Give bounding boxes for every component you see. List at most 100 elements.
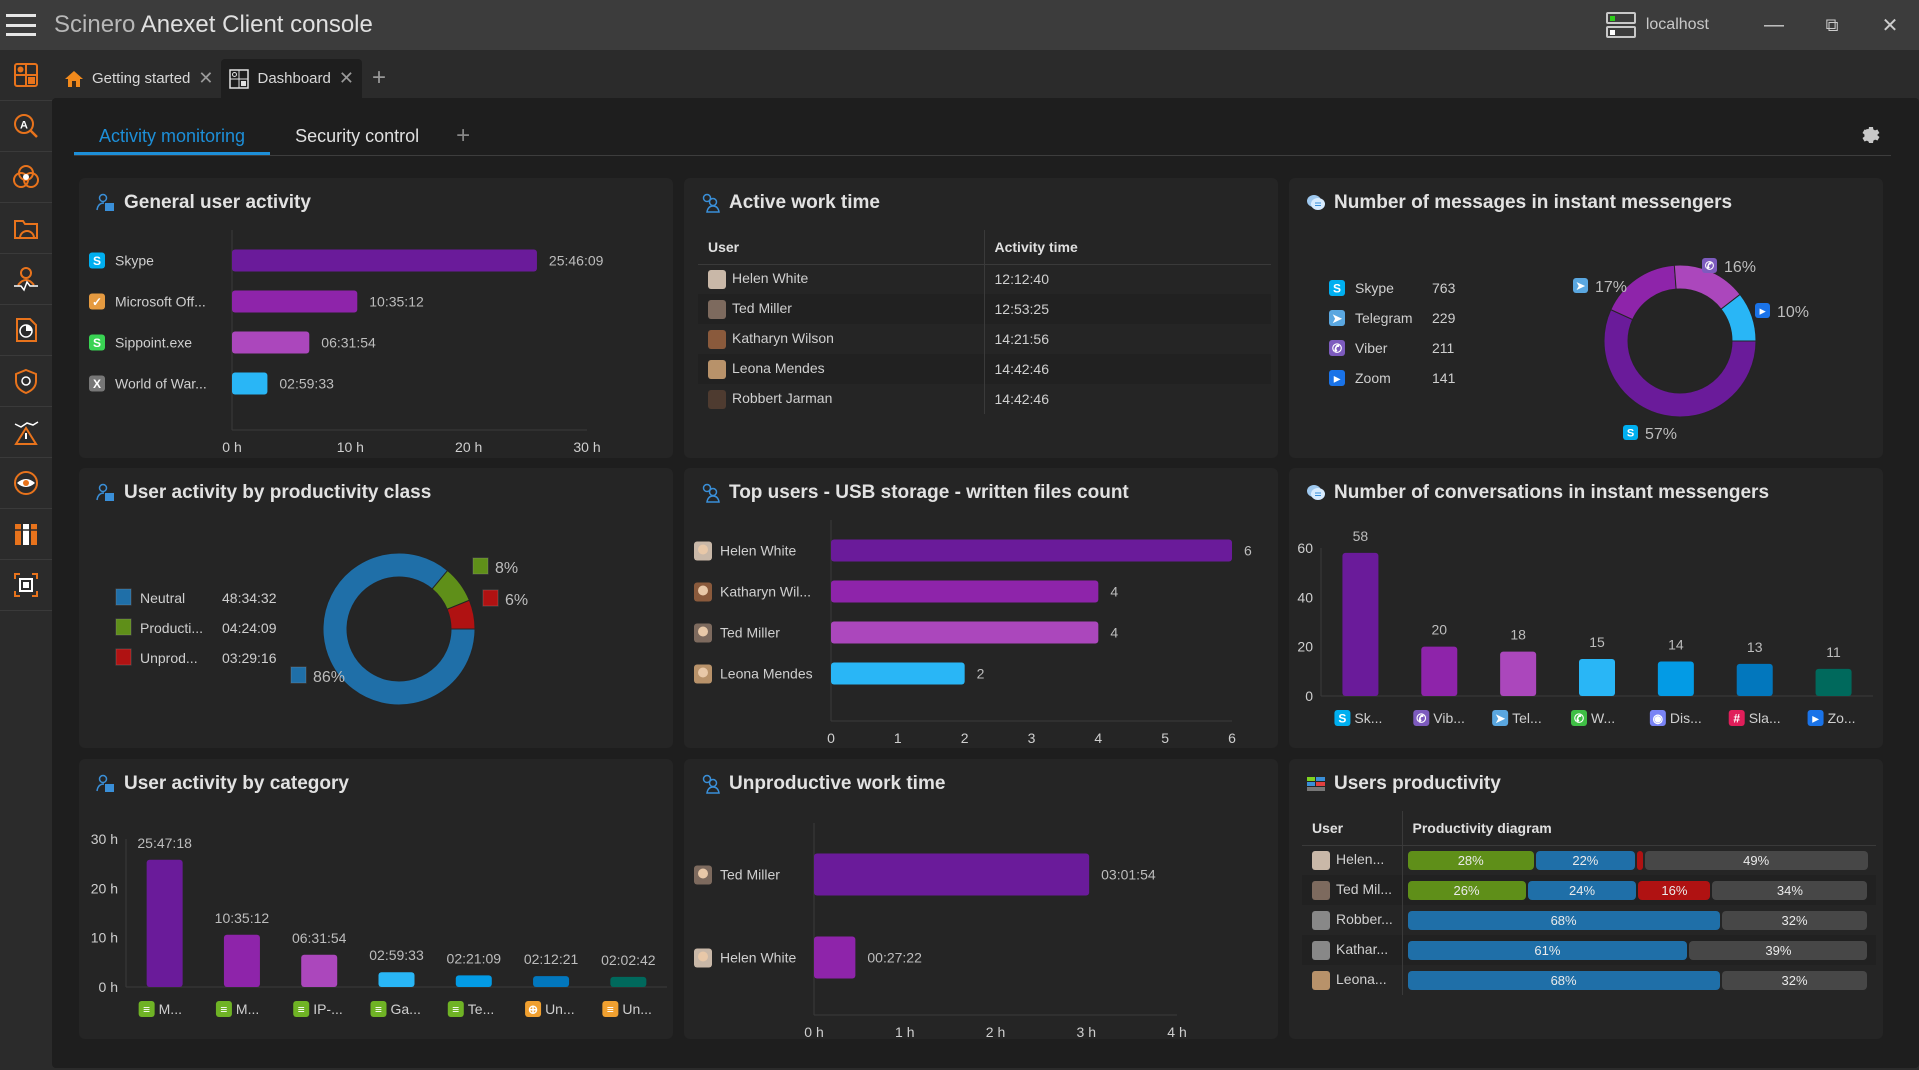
user-name: Kathar...	[1336, 940, 1389, 957]
tab-activity-monitoring[interactable]: Activity monitoring	[74, 126, 271, 155]
x-tick-label: 3 h	[1077, 1024, 1096, 1039]
y-tick-label: 0 h	[99, 979, 118, 995]
telegram-icon: ➤	[1573, 278, 1588, 293]
sidebar-item-activity-search[interactable]: A	[0, 101, 52, 152]
panel-general-user-activity: General user activity S Skype 25:46:09 ✓ Mic…	[79, 178, 673, 458]
dashboard-icon	[14, 63, 38, 87]
menu-icon[interactable]	[6, 14, 36, 36]
tab-dashboard[interactable]: Dashboard ✕	[221, 59, 362, 98]
user-cell: Leona Mendes	[698, 354, 984, 384]
gear-icon[interactable]	[1859, 124, 1883, 148]
skype-icon-bg	[1329, 280, 1345, 296]
binders-icon	[15, 524, 37, 545]
table-row[interactable]: Ted Mil... 26% 24% 16% 34%	[1302, 875, 1876, 905]
column-header[interactable]: Activity time	[983, 230, 1271, 265]
close-button[interactable]: ✕	[1861, 0, 1919, 50]
title-module: Client console	[222, 11, 373, 38]
users-group-icon	[702, 774, 720, 794]
tab-security-control[interactable]: Security control	[295, 126, 420, 146]
segment-idle: 34%	[1712, 880, 1868, 900]
close-tab-icon[interactable]: ✕	[198, 68, 214, 88]
table-row[interactable]: Helen... 28% 22% 49%	[1302, 845, 1876, 875]
column-header[interactable]: Productivity diagram	[1401, 811, 1876, 846]
table-row[interactable]: Robber... 68% 32%	[1302, 905, 1876, 935]
table-row[interactable]: Katharyn Wilson 14:21:56	[698, 324, 1271, 354]
y-tick-label: 40	[1297, 589, 1313, 605]
value-label: 25:47:18	[137, 835, 192, 851]
minimize-button[interactable]: —	[1745, 0, 1803, 50]
bar	[1342, 552, 1379, 696]
viber-icon-glyph: ✆	[1416, 712, 1426, 726]
category-label: IP-...	[313, 1001, 343, 1017]
sidebar-item-report[interactable]	[0, 305, 52, 356]
category-label: Ga...	[391, 1001, 421, 1017]
table-row[interactable]: Kathar... 61% 39%	[1302, 935, 1876, 965]
avatar	[694, 541, 712, 561]
x-tick-label: 6	[1228, 730, 1236, 746]
sidebar-item-alerts[interactable]	[0, 407, 52, 458]
table-row[interactable]: Leona... 68% 32%	[1302, 965, 1876, 995]
zoom-icon-glyph: ▸	[1333, 372, 1341, 386]
sidebar-item-monitoring[interactable]	[0, 458, 52, 509]
tab-getting-started[interactable]: Getting started ✕	[56, 59, 221, 98]
sidebar-item-security[interactable]	[0, 356, 52, 407]
sidebar-item-screenshots[interactable]	[0, 560, 52, 611]
avatar	[694, 582, 712, 602]
donut-slice	[446, 599, 476, 630]
category-chart: 0 h 10 h 20 h 30 h 25:47:18 ≡ M... 10:35:12 ≡ M..…	[91, 831, 667, 1017]
x-tick-label: 5	[1161, 730, 1169, 746]
sidebar-item-reports-folder[interactable]	[0, 203, 52, 254]
sidebar-item-dashboard[interactable]	[0, 50, 52, 101]
slack-icon-glyph: #	[1733, 712, 1740, 726]
column-header[interactable]: User	[698, 230, 984, 265]
panel-active-work-time: Active work time User Activity time Helen …	[684, 178, 1278, 458]
restore-icon: ⧉	[1825, 14, 1839, 35]
table-row[interactable]: Helen White 12:12:40	[698, 264, 1271, 294]
sidebar-item-user-activity[interactable]	[0, 254, 52, 305]
value-label: 00:27:22	[867, 950, 922, 966]
table-row[interactable]: Ted Miller 12:53:25	[698, 294, 1271, 324]
column-header[interactable]: User	[1302, 811, 1402, 846]
bar	[533, 976, 570, 987]
value-label: 02:02:42	[601, 952, 656, 968]
category-icon: ≡	[293, 1001, 310, 1017]
bar	[831, 621, 1099, 644]
viber-icon: ✆	[1329, 340, 1345, 356]
document-tabs: Getting started ✕ Dashboard ✕ +	[52, 50, 1919, 98]
dashboard-area: Activity monitoring Security control + G…	[52, 98, 1919, 1068]
outlook-icon: ✓	[89, 293, 105, 310]
add-tab-button[interactable]: +	[371, 64, 386, 91]
panel-title: Active work time	[729, 192, 880, 213]
skype-icon-bg	[89, 252, 105, 269]
activity-time-cell: 14:21:56	[983, 324, 1271, 354]
panel-title: Users productivity	[1334, 773, 1501, 794]
viber-icon: ✆	[1413, 710, 1430, 726]
zoom-icon: ▸	[1329, 370, 1345, 386]
wow-icon-bg	[89, 375, 105, 392]
y-tick-label: 60	[1297, 540, 1313, 556]
skype-icon: S	[1623, 425, 1638, 440]
sidebar-item-archives[interactable]	[0, 509, 52, 560]
add-dashboard-button[interactable]: +	[456, 122, 471, 149]
user-name: Robber...	[1336, 910, 1393, 927]
server-icon[interactable]	[1605, 12, 1636, 38]
segment-unproductive: 16%	[1638, 880, 1711, 900]
category-label: Leona Mendes	[720, 666, 813, 682]
chat-bubbles-icon	[1307, 485, 1325, 500]
panel-users-productivity: Users productivity User Productivity diag…	[1289, 759, 1883, 1039]
sidebar-item-categories[interactable]	[0, 152, 52, 203]
segment-idle: 39%	[1689, 940, 1868, 960]
close-tab-icon[interactable]: ✕	[338, 68, 354, 88]
restore-button[interactable]: ⧉	[1803, 0, 1861, 50]
value-label: 58	[1353, 528, 1369, 544]
bar	[1657, 661, 1694, 696]
table-row[interactable]: Leona Mendes 14:42:46	[698, 354, 1271, 384]
zoom-icon-bg	[1329, 370, 1345, 386]
avatar	[708, 389, 726, 409]
category-icon: ≡	[447, 1001, 464, 1017]
avatar	[708, 359, 726, 379]
host-label[interactable]: localhost	[1645, 16, 1709, 33]
search-a-icon: A	[14, 114, 38, 138]
table-row[interactable]: Robbert Jarman 14:42:46	[698, 384, 1271, 414]
activity-time-cell: 14:42:46	[983, 354, 1271, 384]
